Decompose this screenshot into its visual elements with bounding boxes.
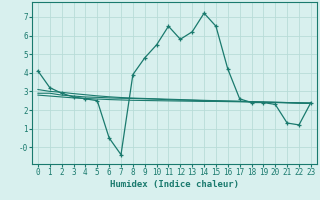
X-axis label: Humidex (Indice chaleur): Humidex (Indice chaleur) (110, 180, 239, 189)
